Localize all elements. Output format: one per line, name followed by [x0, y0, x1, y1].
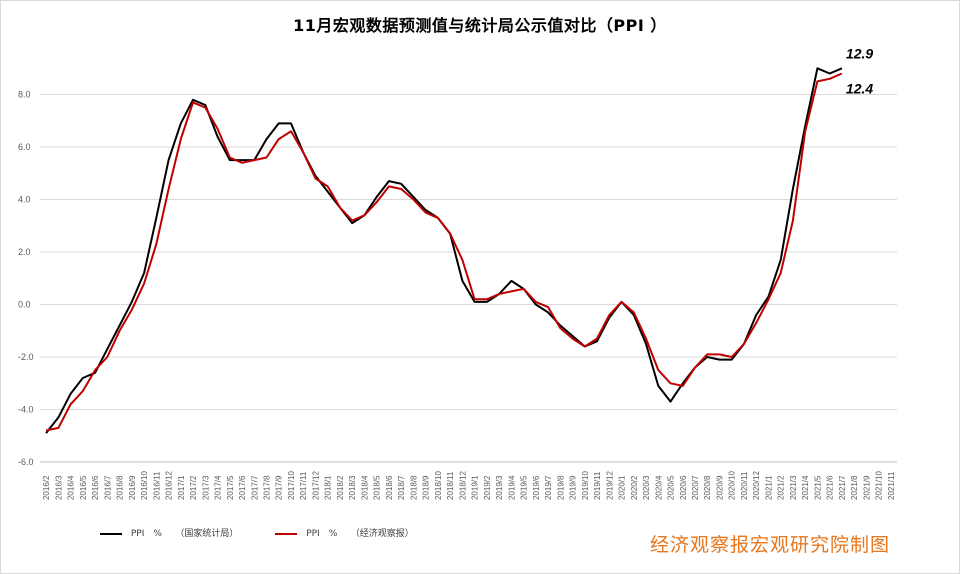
x-tick-label: 2017/1: [177, 475, 186, 500]
x-tick-label: 2017/12: [311, 471, 320, 500]
x-tick-label: 2019/8: [556, 475, 565, 500]
x-tick-label: 2016/4: [67, 475, 76, 500]
x-tick-label: 2019/11: [593, 471, 602, 500]
x-tick-label: 2019/4: [507, 475, 516, 500]
x-tick-label: 2021/10: [875, 471, 884, 500]
x-tick-label: 2021/6: [826, 475, 835, 500]
x-tick-label: 2018/11: [446, 471, 455, 500]
x-tick-label: 2018/2: [336, 475, 345, 500]
x-tick-label: 2017/3: [201, 475, 210, 500]
x-tick-label: 2018/3: [348, 475, 357, 500]
legend-label-nbs: PPI % （国家统计局）: [130, 529, 239, 539]
x-tick-label: 2020/11: [740, 471, 749, 500]
x-tick-label: 2021/8: [850, 475, 859, 500]
x-tick-label: 2017/10: [287, 471, 296, 500]
y-tick-label: -2.0: [18, 352, 34, 362]
x-tick-label: 2019/5: [520, 475, 529, 500]
x-tick-label: 2020/1: [618, 475, 627, 500]
series-line-nbs: [45, 67, 843, 434]
y-tick-label: 8.0: [18, 90, 31, 100]
x-tick-label: 2020/9: [715, 475, 724, 500]
x-tick-label: 2021/7: [838, 475, 847, 500]
x-tick-label: 2020/5: [667, 475, 676, 500]
credit-text: 经济观察报宏观研究院制图: [650, 534, 891, 556]
x-tick-label: 2019/1: [471, 475, 480, 500]
x-tick-label: 2018/7: [397, 475, 406, 500]
x-tick-label: 2017/7: [250, 475, 259, 500]
x-tick-label: 2021/5: [813, 475, 822, 500]
x-tick-label: 2016/11: [152, 471, 161, 500]
series-line-eeo: [45, 72, 843, 432]
x-tick-label: 2018/10: [434, 471, 443, 500]
x-tick-label: 2019/10: [581, 471, 590, 500]
legend-label-eeo: PPI % （经济观察报）: [306, 529, 414, 539]
x-tick-label: 2018/9: [422, 475, 431, 500]
x-tick-label: 2018/1: [324, 475, 333, 500]
x-tick-label: 2016/2: [42, 475, 51, 500]
x-tick-label: 2018/5: [373, 475, 382, 500]
x-tick-label: 2018/12: [458, 471, 467, 500]
x-tick-label: 2019/3: [495, 475, 504, 500]
x-tick-label: 2016/3: [54, 475, 63, 500]
legend-item-eeo: PPI % （经济观察报）: [275, 526, 414, 539]
x-tick-label: 2016/12: [165, 471, 174, 500]
x-tick-label: 2016/10: [140, 471, 149, 500]
x-tick-label: 2019/12: [605, 471, 614, 500]
x-tick-label: 2016/6: [91, 475, 100, 500]
x-tick-label: 2018/6: [385, 475, 394, 500]
x-tick-label: 2020/2: [630, 475, 639, 500]
x-tick-label: 2019/9: [569, 475, 578, 500]
x-tick-label: 2020/3: [642, 475, 651, 500]
x-tick-label: 2017/9: [275, 475, 284, 500]
legend: PPI % （国家统计局） PPI % （经济观察报）: [100, 526, 448, 539]
x-tick-label: 2017/4: [214, 475, 223, 500]
y-tick-label: -4.0: [18, 405, 34, 415]
y-tick-label: 0.0: [18, 300, 31, 310]
x-tick-label: 2021/4: [801, 475, 810, 500]
x-tick-label: 2019/2: [483, 475, 492, 500]
y-tick-label: 2.0: [18, 247, 31, 257]
chart-title: 11月宏观数据预测值与统计局公示值对比（PPI ）: [293, 16, 667, 35]
x-tick-label: 2019/7: [544, 475, 553, 500]
x-tick-label: 2016/8: [116, 475, 125, 500]
annotation-label: 12.9: [846, 45, 873, 61]
x-tick-label: 2016/5: [79, 475, 88, 500]
x-tick-label: 2017/8: [262, 475, 271, 500]
x-tick-label: 2020/10: [728, 471, 737, 500]
x-tick-label: 2017/11: [299, 471, 308, 500]
x-tick-label: 2018/8: [409, 475, 418, 500]
x-tick-label: 2017/5: [226, 475, 235, 500]
x-tick-label: 2021/9: [862, 475, 871, 500]
annotation-label: 12.4: [846, 81, 873, 97]
y-tick-label: -6.0: [18, 457, 34, 467]
x-tick-label: 2016/9: [128, 475, 137, 500]
x-tick-label: 2020/12: [752, 471, 761, 500]
x-tick-label: 2021/1: [764, 475, 773, 500]
x-tick-label: 2020/6: [679, 475, 688, 500]
legend-item-nbs: PPI % （国家统计局）: [100, 526, 238, 539]
x-tick-label: 2019/6: [532, 475, 541, 500]
x-tick-label: 2017/2: [189, 475, 198, 500]
x-tick-label: 2021/2: [777, 475, 786, 500]
x-tick-label: 2018/4: [360, 475, 369, 500]
legend-swatch-eeo: [275, 532, 298, 535]
x-tick-label: 2017/6: [238, 475, 247, 500]
x-tick-label: 2020/7: [691, 475, 700, 500]
y-tick-label: 6.0: [18, 142, 31, 152]
legend-swatch-nbs: [100, 532, 122, 535]
x-tick-label: 2020/8: [703, 475, 712, 500]
x-tick-label: 2016/7: [103, 475, 112, 500]
x-tick-label: 2021/11: [887, 471, 896, 500]
x-tick-label: 2020/4: [654, 475, 663, 500]
y-tick-label: 4.0: [18, 195, 31, 205]
x-tick-label: 2021/3: [789, 475, 798, 500]
